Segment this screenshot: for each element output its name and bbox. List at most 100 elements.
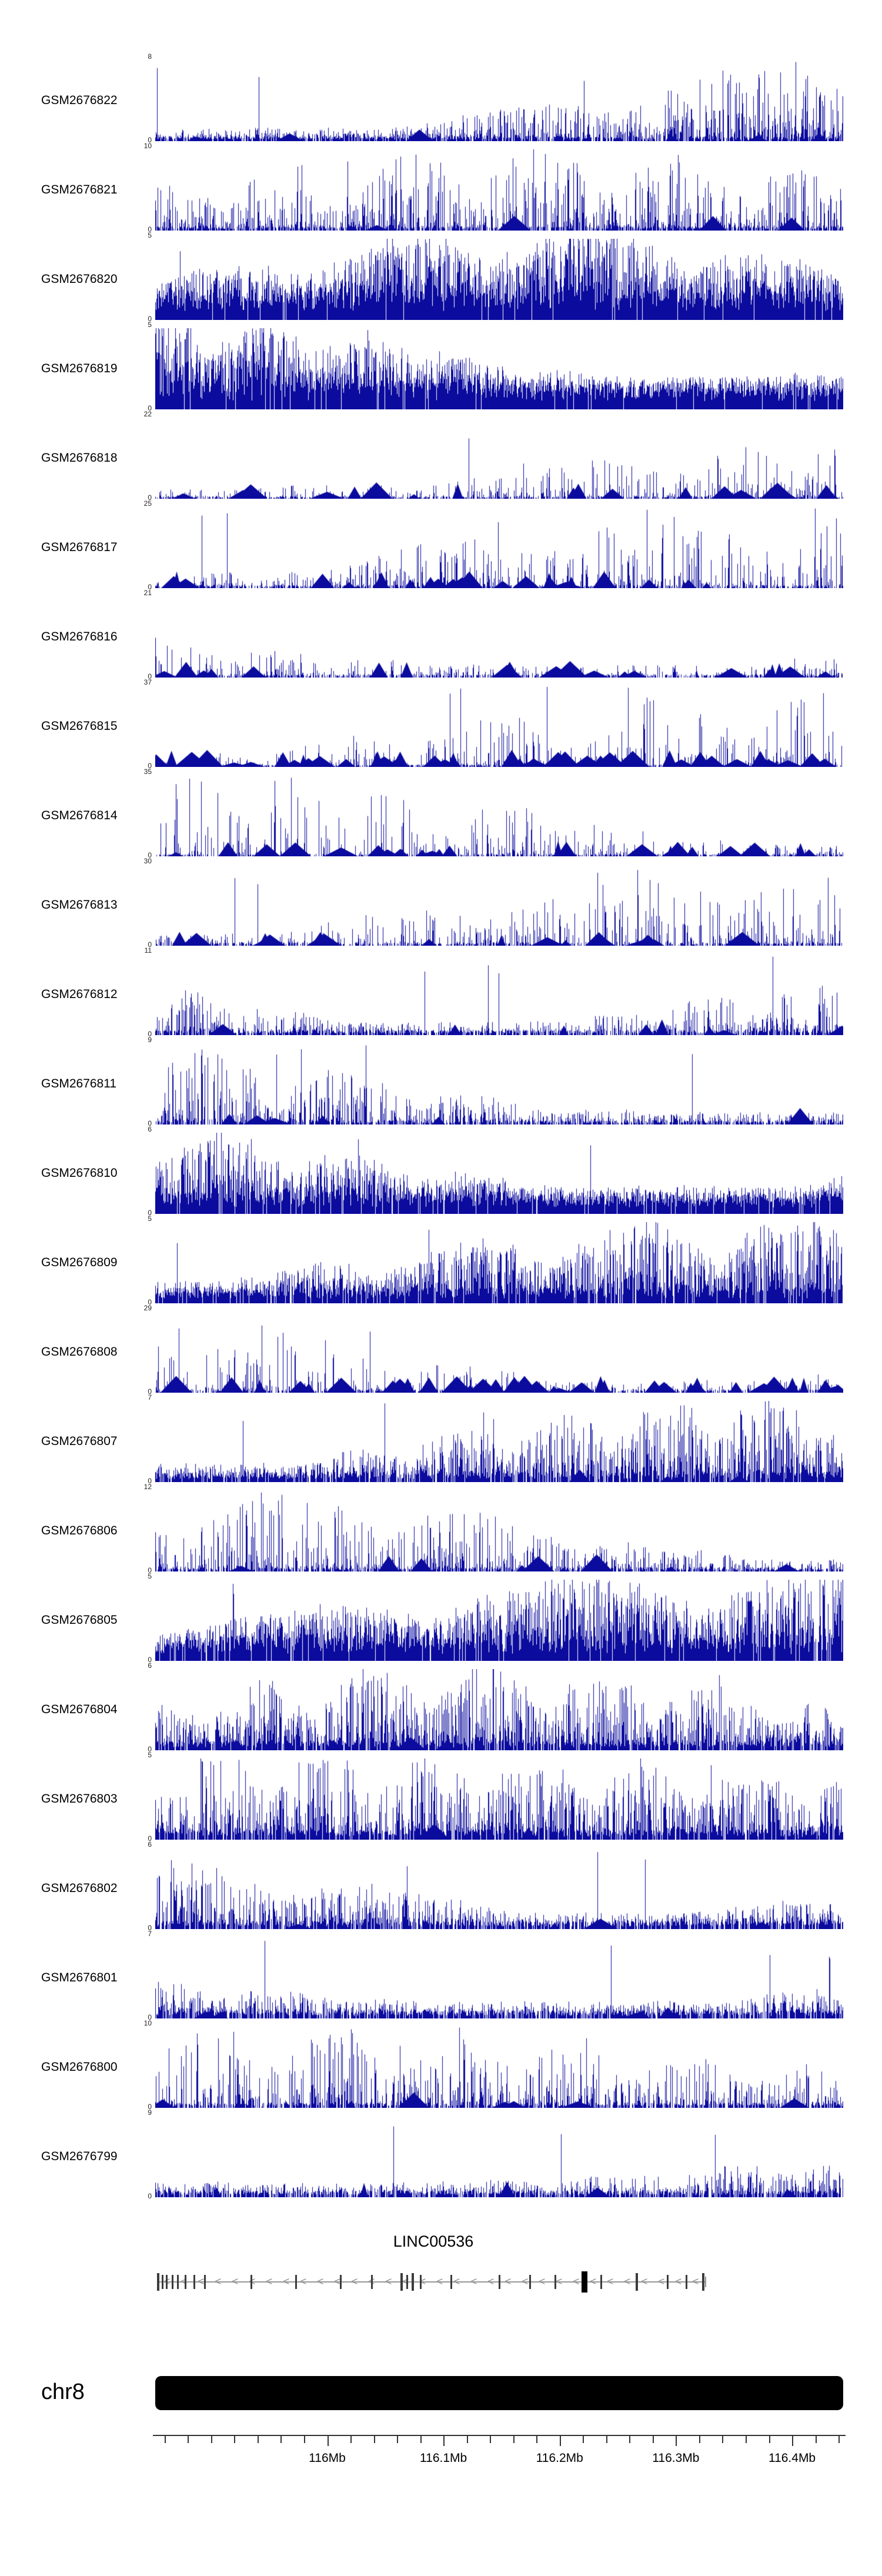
track-label: GSM2676822 <box>41 94 118 107</box>
track-plot-area: 35 0 <box>144 768 843 859</box>
track-ymin-label: 0 <box>148 1119 152 1127</box>
chromosome-label: chr8 <box>41 2380 85 2404</box>
ruler-minor-tick <box>583 2436 584 2443</box>
track-signal-plot <box>155 507 843 588</box>
track-signal-plot <box>155 865 843 946</box>
gene-exon <box>184 2275 186 2289</box>
track-ymax-label: 7 <box>148 1930 152 1938</box>
track-label: GSM2676815 <box>41 719 118 733</box>
gene-exon <box>450 2275 452 2289</box>
ruler-minor-tick <box>257 2436 259 2443</box>
track-ymax-label: 6 <box>148 1840 152 1848</box>
track-row: GSM2676811 9 0 <box>0 1035 882 1127</box>
ruler-minor-tick <box>513 2436 514 2443</box>
track-ymin-label: 0 <box>148 1745 152 1753</box>
track-ymax-label: 11 <box>144 946 152 955</box>
gene-exon <box>411 2273 414 2291</box>
track-signal-plot <box>155 149 843 231</box>
track-plot-area: 6 0 <box>148 1840 843 1932</box>
track-row: GSM2676815 37 0 <box>0 678 882 770</box>
track-ymax-label: 21 <box>143 589 152 597</box>
gene-exon <box>177 2275 179 2289</box>
track-row: GSM2676808 29 0 <box>0 1303 882 1396</box>
gene-model: <<<<<<<<<<<<<<<<<<<<<<<<<<<<<<<< <box>155 2264 843 2300</box>
track-ymin-label: 0 <box>148 493 152 502</box>
track-ymax-label: 37 <box>143 678 152 686</box>
track-ymax-label: 5 <box>148 1572 152 1580</box>
track-ymin-label: 0 <box>148 2192 152 2200</box>
track-ymin-label: 0 <box>148 1566 152 1574</box>
ruler-minor-tick <box>234 2436 236 2443</box>
track-ymax-label: 29 <box>143 1304 152 1312</box>
track-ymin-label: 0 <box>148 404 152 412</box>
track-plot-area: 29 0 <box>144 1304 843 1396</box>
track-ymax-label: 10 <box>143 2019 152 2027</box>
gene-exon <box>582 2271 588 2293</box>
strand-arrow-icon: < <box>607 2275 614 2288</box>
track-signal-plot <box>155 1312 843 1393</box>
strand-arrow-icon: < <box>658 2275 665 2288</box>
track-ymin-label: 0 <box>148 762 152 770</box>
track-plot-area: 5 0 <box>148 231 843 323</box>
track-ymin-label: 0 <box>148 1209 152 1217</box>
track-ymax-label: 5 <box>148 1751 152 1759</box>
track-label: GSM2676810 <box>41 1166 118 1180</box>
track-plot-area: 11 0 <box>145 946 843 1038</box>
track-signal-plot <box>155 2116 843 2197</box>
track-row: GSM2676801 7 0 <box>0 1929 882 2021</box>
track-row: GSM2676817 25 0 <box>0 499 882 591</box>
track-signal-plot <box>155 954 843 1035</box>
track-ymin-label: 0 <box>148 1924 152 1932</box>
ruler-minor-tick <box>420 2436 422 2443</box>
track-plot-area: 22 0 <box>144 410 843 502</box>
track-label: GSM2676817 <box>41 540 118 554</box>
track-plot-area: 7 0 <box>148 1930 843 2021</box>
gene-end-cap <box>705 2277 706 2287</box>
gene-exon <box>166 2275 168 2289</box>
track-row: GSM2676810 6 0 <box>0 1125 882 1217</box>
strand-arrow-icon: < <box>385 2275 392 2288</box>
gene-exon <box>340 2275 342 2289</box>
track-ymax-label: 25 <box>143 499 152 508</box>
track-signal-plot <box>155 1222 843 1303</box>
track-ymin-label: 0 <box>148 851 152 859</box>
track-signal-plot <box>155 60 843 141</box>
strand-arrow-icon: < <box>317 2275 324 2288</box>
track-plot-area: 5 0 <box>148 1572 843 1664</box>
track-plot-area: 30 0 <box>144 857 843 949</box>
ruler-major-tick <box>676 2436 677 2446</box>
track-ymin-label: 0 <box>148 225 152 233</box>
track-signal-plot <box>155 1937 843 2018</box>
gene-exon <box>702 2273 705 2291</box>
track-ymax-label: 6 <box>148 1661 152 1670</box>
track-signal-plot <box>155 1043 843 1125</box>
track-label: GSM2676813 <box>41 898 118 912</box>
strand-arrow-icon: < <box>334 2275 341 2288</box>
gene-name-label: LINC00536 <box>393 2233 474 2250</box>
track-row: GSM2676809 5 0 <box>0 1214 882 1306</box>
track-label: GSM2676818 <box>41 451 118 465</box>
track-label: GSM2676802 <box>41 1881 118 1895</box>
gene-exon <box>171 2275 173 2289</box>
track-row: GSM2676814 35 0 <box>0 767 882 859</box>
track-row: GSM2676803 5 0 <box>0 1750 882 1843</box>
strand-arrow-icon: < <box>522 2275 529 2288</box>
track-ymin-label: 0 <box>148 583 152 591</box>
track-label: GSM2676805 <box>41 1613 118 1627</box>
track-signal-plot <box>155 1759 843 1840</box>
ruler-minor-tick <box>722 2436 724 2443</box>
track-row: GSM2676805 5 0 <box>0 1571 882 1664</box>
track-ymax-label: 6 <box>148 1125 152 1133</box>
strand-arrow-icon: < <box>266 2275 273 2288</box>
track-ymax-label: 22 <box>143 410 152 418</box>
strand-arrow-icon: < <box>300 2275 307 2288</box>
track-plot-area: 5 0 <box>148 321 843 412</box>
gene-exon <box>554 2275 557 2289</box>
ruler-minor-tick <box>350 2436 352 2443</box>
gene-exon <box>156 2273 159 2291</box>
strand-arrow-icon: < <box>419 2275 426 2288</box>
track-ymin-label: 0 <box>148 1656 152 1664</box>
track-label: GSM2676808 <box>41 1345 118 1359</box>
ruler-major-tick <box>792 2436 794 2446</box>
